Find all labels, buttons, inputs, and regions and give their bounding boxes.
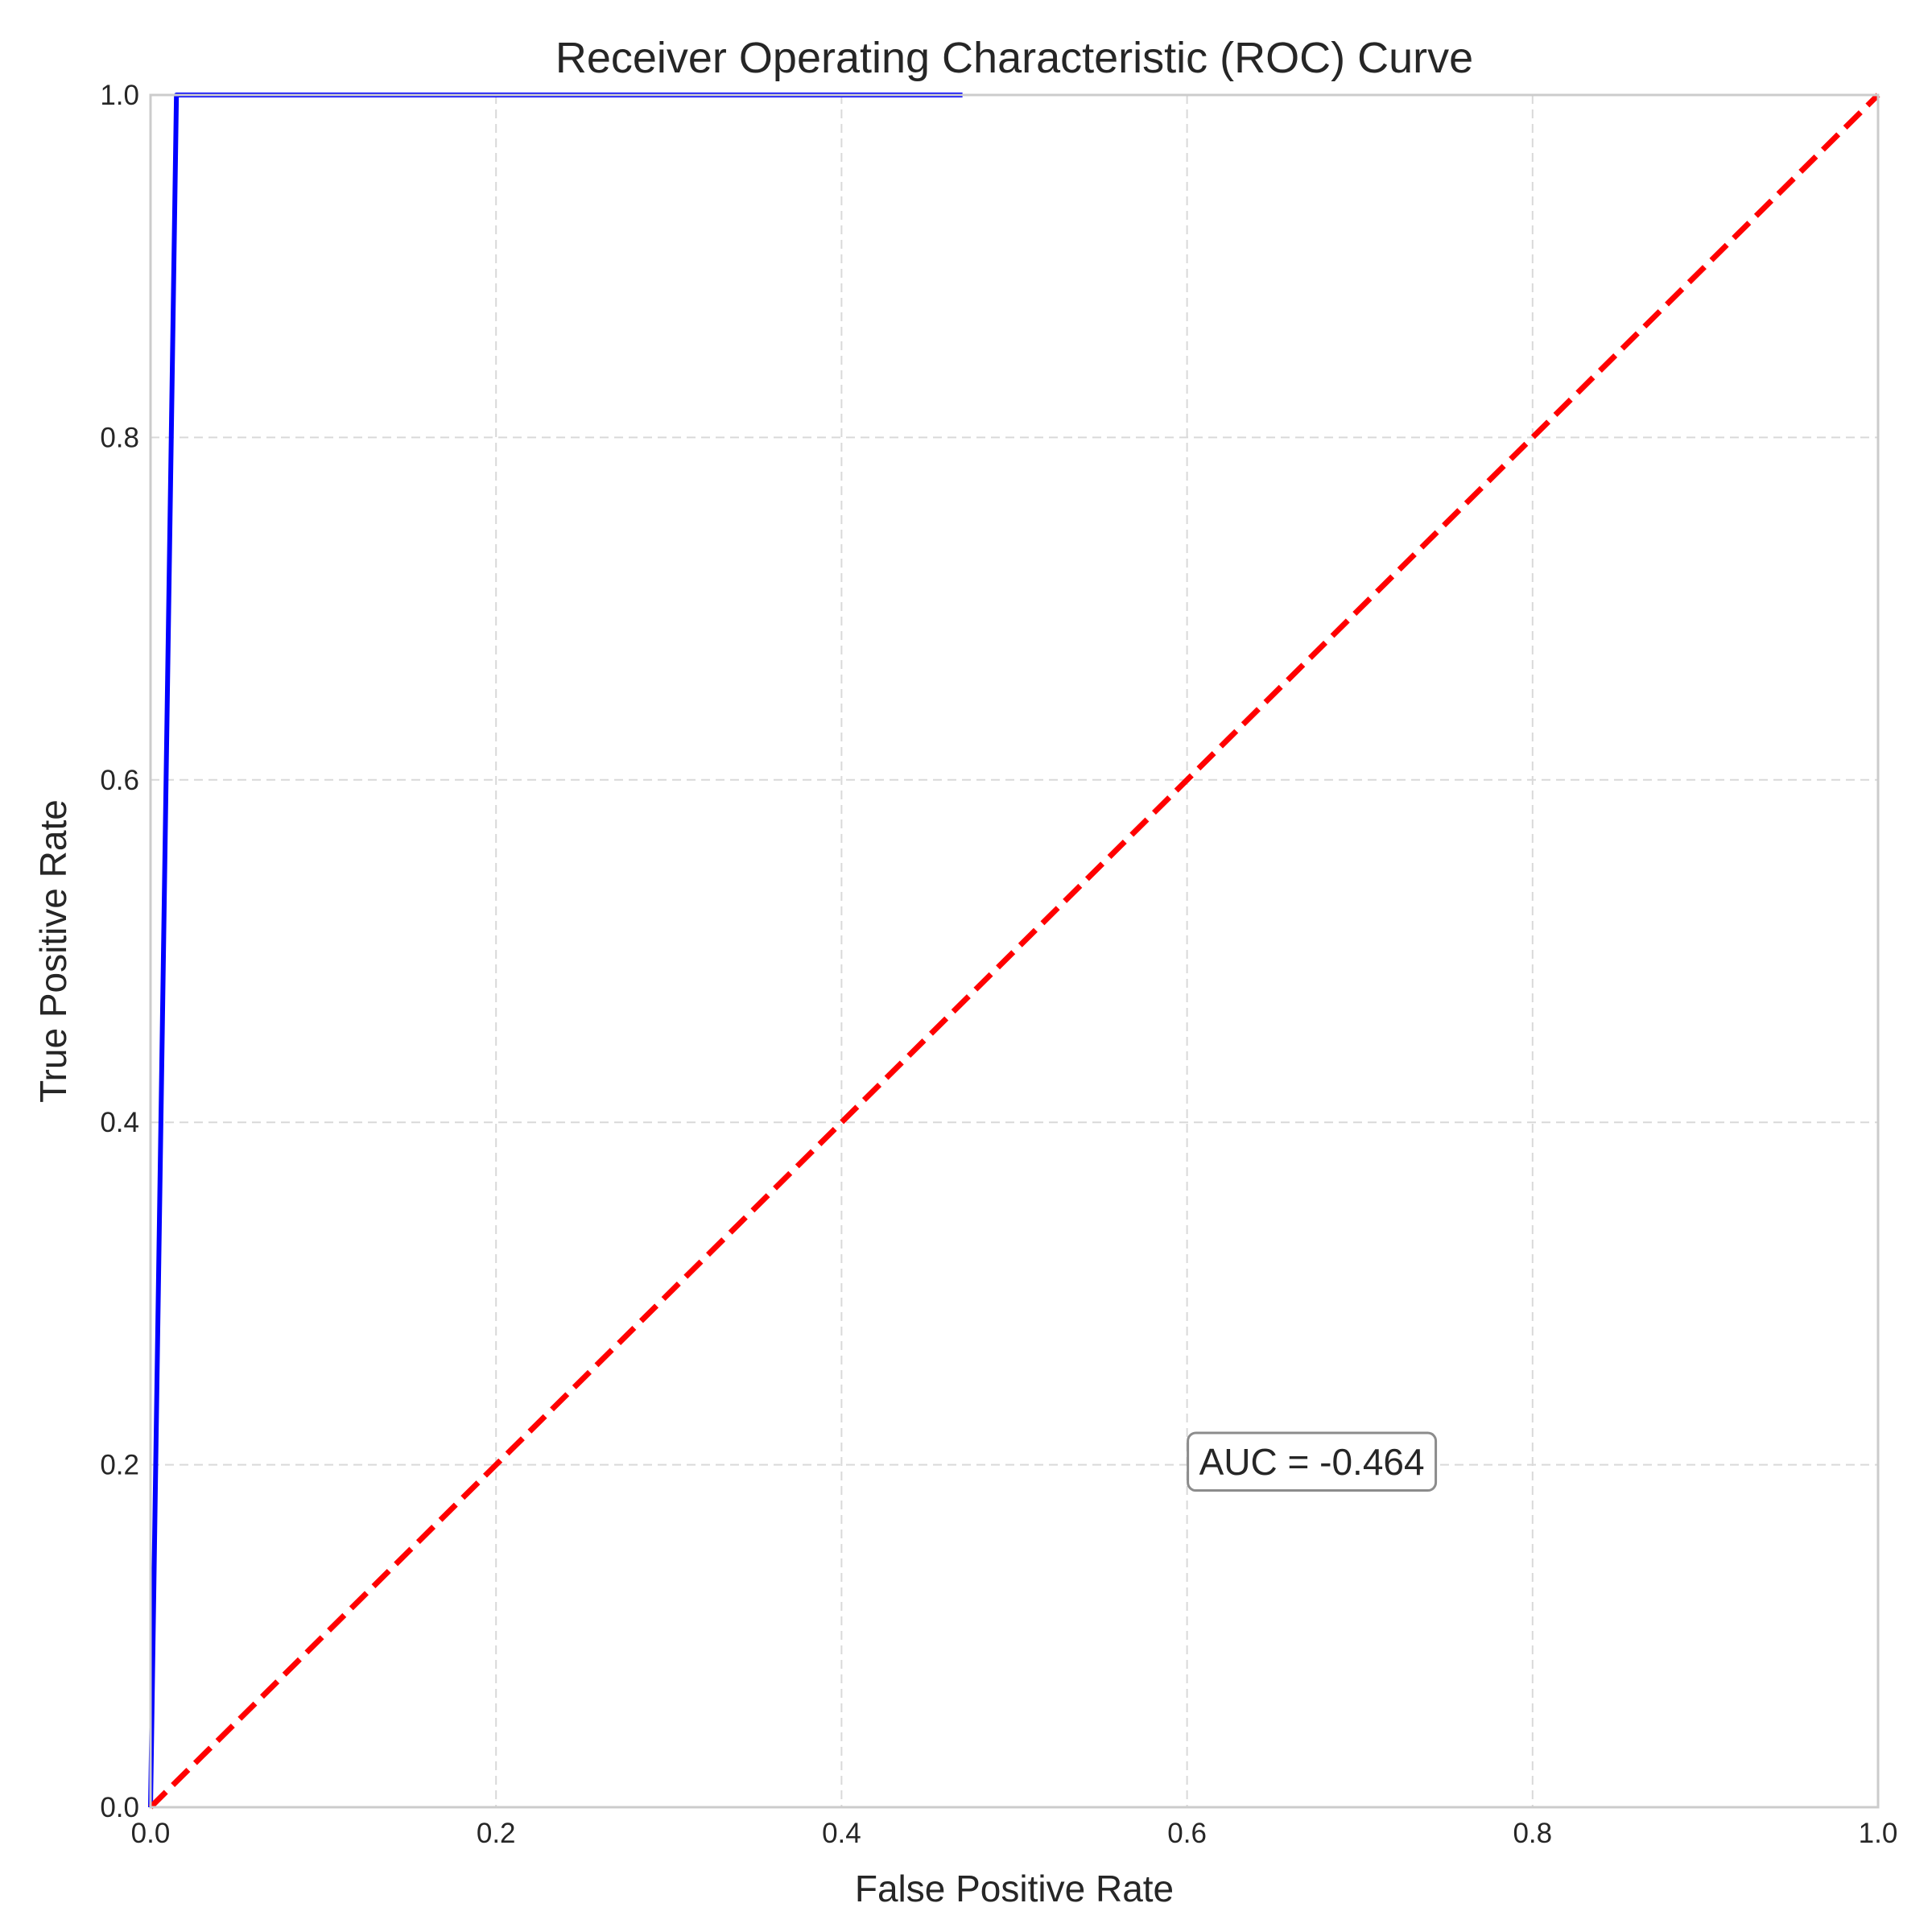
x-tick-labels: 0.0 0.2 0.4 0.6 0.8 1.0 xyxy=(131,1818,1898,1849)
y-axis-label: True Positive Rate xyxy=(32,799,74,1103)
y-tick-label: 0.0 xyxy=(100,1792,139,1823)
x-tick-label: 1.0 xyxy=(1859,1818,1898,1849)
y-tick-label: 0.8 xyxy=(100,422,139,453)
x-tick-label: 0.2 xyxy=(477,1818,516,1849)
auc-annotation-text: AUC = -0.464 xyxy=(1199,1441,1425,1483)
y-tick-label: 0.4 xyxy=(100,1107,139,1138)
x-tick-label: 0.8 xyxy=(1513,1818,1552,1849)
series-line-1 xyxy=(148,93,1880,1810)
y-tick-label: 0.6 xyxy=(100,765,139,796)
auc-annotation-box xyxy=(1187,1431,1438,1492)
y-tick-labels: 0.0 0.2 0.4 0.6 0.8 1.0 xyxy=(100,80,139,1823)
chart-title: Receiver Operating Characteristic (ROC) … xyxy=(555,34,1473,82)
x-tick-label: 0.0 xyxy=(131,1818,171,1849)
x-tick-label: 0.6 xyxy=(1167,1818,1207,1849)
x-axis-label: False Positive Rate xyxy=(855,1868,1174,1909)
y-tick-label: 1.0 xyxy=(100,80,139,111)
y-tick-label: 0.2 xyxy=(100,1450,139,1481)
annotations: AUC = -0.464 xyxy=(1187,1431,1438,1492)
x-tick-label: 0.4 xyxy=(822,1818,861,1849)
plot-frame xyxy=(149,93,1880,1809)
grid xyxy=(151,95,1878,1807)
